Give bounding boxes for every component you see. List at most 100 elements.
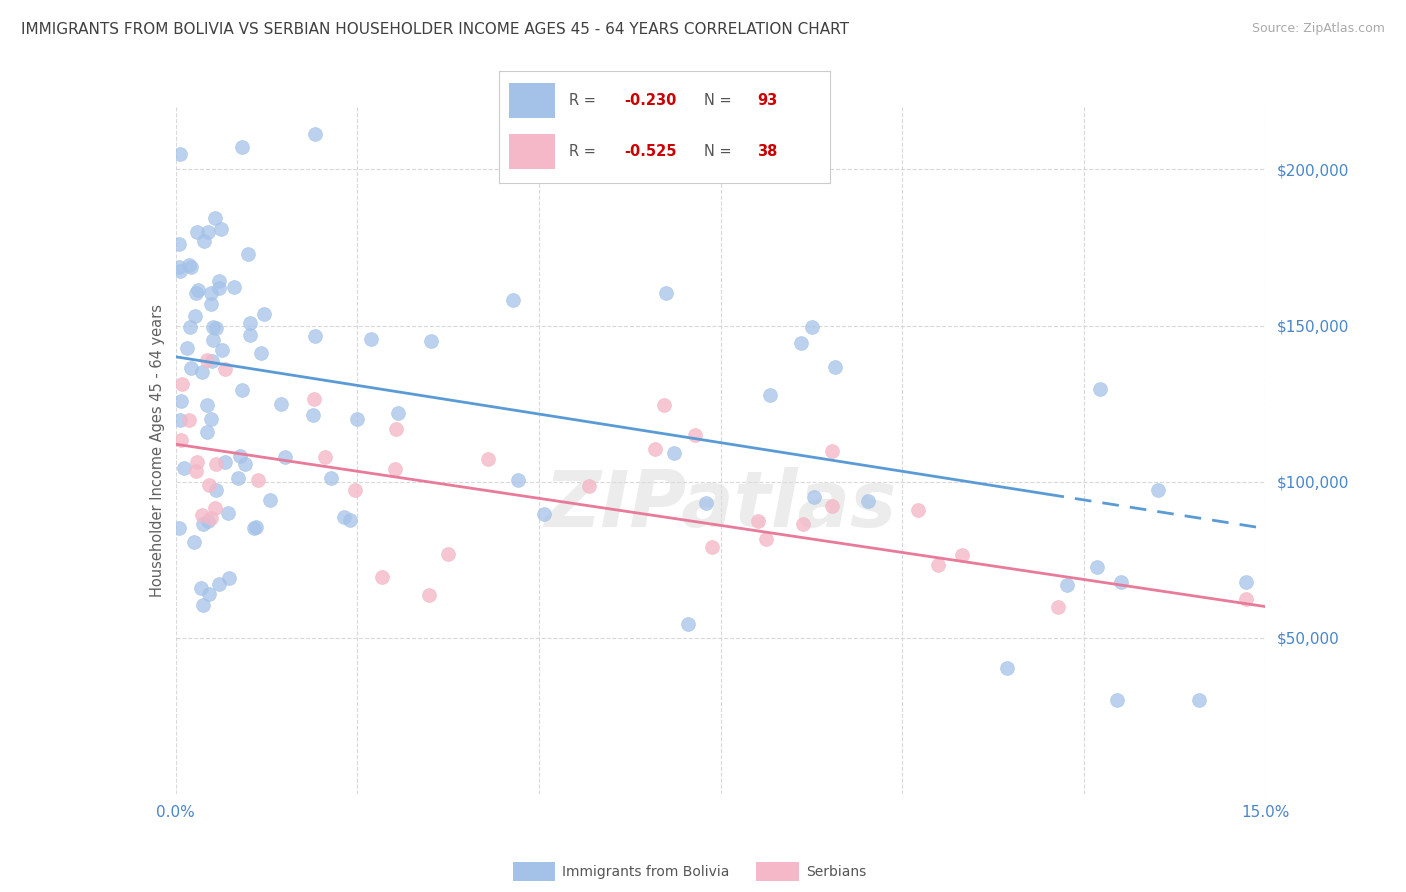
Point bbox=[169, 263, 191, 277]
Point bbox=[239, 328, 262, 343]
Bar bbox=[509, 83, 555, 119]
Point bbox=[695, 496, 717, 510]
Point bbox=[1234, 592, 1257, 607]
Point bbox=[1085, 560, 1108, 574]
Point bbox=[184, 286, 207, 301]
Point bbox=[195, 398, 218, 412]
Point bbox=[190, 508, 212, 522]
Point bbox=[995, 661, 1018, 675]
Point bbox=[346, 412, 368, 426]
Point bbox=[800, 320, 823, 334]
Point bbox=[191, 516, 214, 531]
Point bbox=[314, 450, 336, 464]
Point bbox=[700, 540, 723, 554]
Point bbox=[186, 225, 208, 239]
Point bbox=[176, 341, 198, 355]
Point bbox=[197, 226, 219, 240]
Point bbox=[177, 259, 200, 273]
Point bbox=[218, 571, 240, 585]
Point bbox=[170, 376, 193, 391]
Point bbox=[419, 334, 441, 349]
Point bbox=[662, 445, 685, 459]
Point bbox=[204, 211, 226, 226]
Bar bbox=[509, 134, 555, 169]
Point bbox=[191, 365, 214, 379]
Point bbox=[170, 434, 193, 448]
Point bbox=[186, 454, 208, 468]
Text: -0.525: -0.525 bbox=[624, 145, 678, 159]
Point bbox=[436, 548, 458, 562]
Point bbox=[302, 408, 325, 422]
Point bbox=[1236, 574, 1258, 589]
Point bbox=[792, 517, 814, 532]
Point bbox=[1188, 693, 1211, 707]
Text: ZIPatlas: ZIPatlas bbox=[544, 467, 897, 543]
Point bbox=[259, 492, 281, 507]
Point bbox=[821, 444, 844, 458]
Point bbox=[344, 483, 367, 497]
Point bbox=[339, 513, 361, 527]
Point bbox=[274, 450, 297, 464]
Point bbox=[824, 359, 846, 374]
Point bbox=[198, 587, 221, 601]
Point bbox=[217, 506, 239, 520]
Point bbox=[224, 280, 246, 294]
Point bbox=[333, 510, 356, 524]
Point bbox=[198, 477, 221, 491]
Point bbox=[173, 461, 195, 475]
Point bbox=[208, 281, 231, 295]
Point bbox=[243, 521, 266, 535]
Point bbox=[302, 392, 325, 406]
Point bbox=[169, 260, 191, 275]
Text: -0.230: -0.230 bbox=[624, 93, 678, 108]
Point bbox=[820, 499, 842, 513]
Point bbox=[747, 514, 769, 528]
Point bbox=[169, 237, 191, 252]
Text: N =: N = bbox=[704, 93, 737, 108]
Point bbox=[803, 490, 825, 504]
Point bbox=[384, 462, 406, 476]
Point bbox=[759, 387, 782, 401]
Point bbox=[170, 393, 193, 408]
Point bbox=[177, 412, 200, 426]
Point bbox=[370, 569, 392, 583]
Point bbox=[245, 520, 267, 534]
Point bbox=[179, 319, 201, 334]
Point bbox=[231, 140, 253, 154]
Point bbox=[950, 548, 973, 562]
Point bbox=[231, 384, 253, 398]
Point bbox=[652, 398, 675, 412]
Point bbox=[683, 427, 706, 442]
Point bbox=[1090, 383, 1112, 397]
Point bbox=[205, 483, 228, 498]
Text: Source: ZipAtlas.com: Source: ZipAtlas.com bbox=[1251, 22, 1385, 36]
Point bbox=[270, 397, 292, 411]
Point bbox=[214, 455, 236, 469]
Point bbox=[502, 293, 524, 307]
Point bbox=[236, 247, 259, 261]
Point bbox=[1105, 693, 1128, 707]
Point bbox=[578, 479, 600, 493]
Point bbox=[321, 471, 343, 485]
Point bbox=[202, 320, 225, 334]
Text: Immigrants from Bolivia: Immigrants from Bolivia bbox=[562, 865, 730, 880]
Point bbox=[208, 274, 231, 288]
Point bbox=[180, 260, 202, 274]
Point bbox=[187, 283, 209, 297]
Point bbox=[1056, 578, 1078, 592]
Point bbox=[304, 329, 326, 343]
Text: 93: 93 bbox=[756, 93, 778, 108]
Point bbox=[205, 320, 228, 334]
Point bbox=[211, 343, 233, 358]
Point bbox=[193, 234, 215, 248]
Text: N =: N = bbox=[704, 145, 737, 159]
Point bbox=[180, 361, 202, 376]
Point bbox=[169, 413, 191, 427]
Text: R =: R = bbox=[568, 145, 600, 159]
Text: R =: R = bbox=[568, 93, 600, 108]
Point bbox=[360, 332, 382, 346]
Text: 38: 38 bbox=[756, 145, 778, 159]
Point bbox=[195, 425, 218, 439]
Point bbox=[200, 510, 222, 524]
Point bbox=[200, 286, 222, 301]
